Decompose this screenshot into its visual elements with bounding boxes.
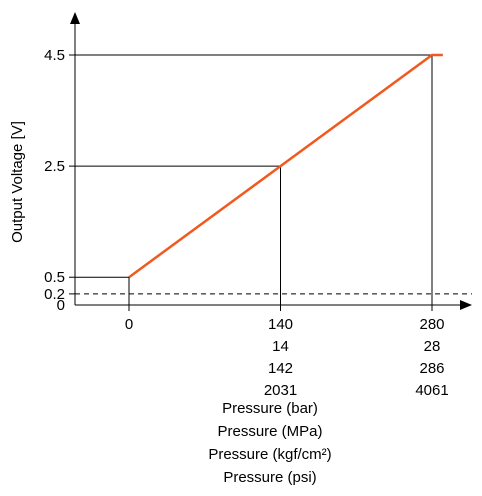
x-axis-label-kgf: Pressure (kgf/cm²) xyxy=(208,446,331,463)
x-tick-label: 2031 xyxy=(264,382,297,399)
x-axis-arrow xyxy=(460,300,472,310)
x-tick-label: 0 xyxy=(125,316,133,333)
x-tick-label: 28 xyxy=(424,338,441,355)
x-axis-label-mpa: Pressure (MPa) xyxy=(217,423,322,440)
y-axis-arrow xyxy=(70,12,80,24)
y-axis-label: Output Voltage [V] xyxy=(9,121,26,243)
y-tick-label: 0 xyxy=(57,297,65,314)
y-tick-label: 2.5 xyxy=(44,158,65,175)
y-tick-label: 0.2 xyxy=(44,286,65,303)
x-tick-label: 280 xyxy=(419,316,444,333)
x-tick-label: 14 xyxy=(272,338,289,355)
output-voltage-series-line xyxy=(128,53,443,279)
x-axis-label-bar: Pressure (bar) xyxy=(222,400,318,417)
y-tick-label: 4.5 xyxy=(44,47,65,64)
x-axis-label-psi: Pressure (psi) xyxy=(223,469,316,486)
x-tick-label: 286 xyxy=(419,360,444,377)
x-tick-label: 4061 xyxy=(415,382,448,399)
x-tick-label: 140 xyxy=(268,316,293,333)
x-tick-label: 142 xyxy=(268,360,293,377)
y-tick-label: 0.5 xyxy=(44,269,65,286)
